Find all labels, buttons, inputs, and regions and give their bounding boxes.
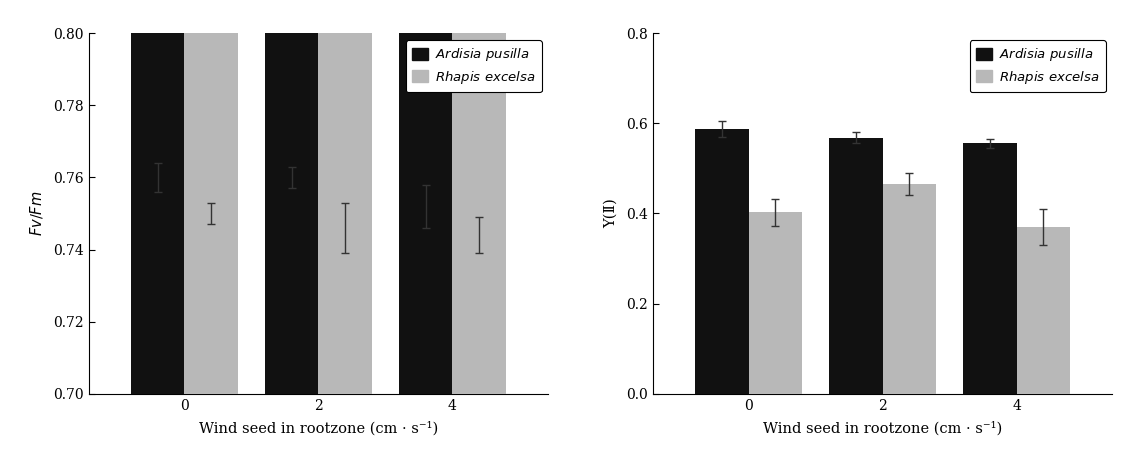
X-axis label: Wind seed in rootzone (cm · s⁻¹): Wind seed in rootzone (cm · s⁻¹): [763, 421, 1002, 435]
Bar: [695, 129, 749, 394]
Bar: [963, 143, 1017, 394]
Bar: [318, 0, 372, 394]
Bar: [131, 0, 185, 394]
Bar: [264, 0, 318, 394]
Legend: $\it{Ardisia\ pusilla}$, $\it{Rhapis\ excelsa}$: $\it{Ardisia\ pusilla}$, $\it{Rhapis\ ex…: [406, 40, 542, 92]
Y-axis label: $\it{Fv}$/$\it{Fm}$: $\it{Fv}$/$\it{Fm}$: [27, 191, 44, 236]
Bar: [185, 0, 238, 394]
Y-axis label: Y(Ⅱ): Y(Ⅱ): [604, 199, 618, 228]
Bar: [829, 138, 882, 394]
Bar: [399, 0, 453, 394]
Bar: [453, 0, 506, 394]
Legend: $\it{Ardisia\ pusilla}$, $\it{Rhapis\ excelsa}$: $\it{Ardisia\ pusilla}$, $\it{Rhapis\ ex…: [970, 40, 1106, 92]
Bar: [1017, 227, 1070, 394]
Bar: [749, 212, 803, 394]
X-axis label: Wind seed in rootzone (cm · s⁻¹): Wind seed in rootzone (cm · s⁻¹): [198, 421, 438, 435]
Bar: [882, 184, 936, 394]
